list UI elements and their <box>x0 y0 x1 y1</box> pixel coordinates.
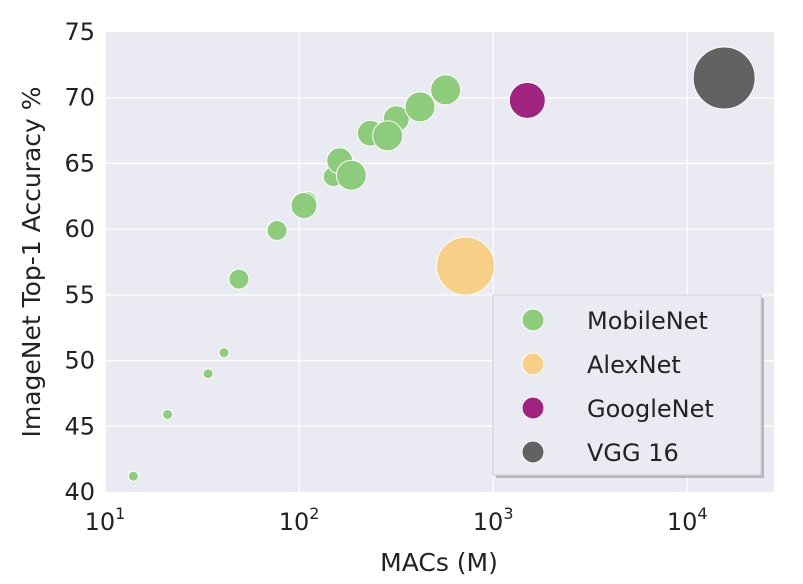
legend-marker-googlenet <box>521 396 545 420</box>
y-tick-label: 50 <box>64 347 95 375</box>
mobilenet-point <box>266 219 288 241</box>
x-axis-label: MACs (M) <box>380 548 498 577</box>
legend-marker-mobilenet <box>521 308 545 332</box>
legend-label-googlenet: GoogleNet <box>587 395 714 423</box>
googlenet-point <box>508 81 546 119</box>
mobilenet-point <box>290 191 318 219</box>
y-tick-label: 65 <box>64 149 95 177</box>
legend: MobileNet AlexNet GoogleNet VGG 16 <box>492 294 764 478</box>
alexnet-point <box>435 236 495 296</box>
x-tick-labels: 101 102 103 104 <box>85 504 708 536</box>
y-tick-label: 55 <box>64 281 95 309</box>
y-tick-labels: 40 45 50 55 60 65 70 75 <box>64 18 95 506</box>
vgg-16-point <box>692 46 756 110</box>
x-tick-label: 103 <box>473 504 514 536</box>
mobilenet-point <box>228 268 250 290</box>
y-tick-label: 45 <box>64 412 95 440</box>
y-axis-label: ImageNet Top-1 Accuracy % <box>17 86 46 437</box>
mobilenet-point <box>335 159 367 191</box>
mobilenet-point <box>372 120 404 152</box>
legend-label-vgg-16: VGG 16 <box>587 439 679 467</box>
legend-marker-vgg-16 <box>521 440 545 464</box>
x-tick-label: 101 <box>85 504 126 536</box>
x-tick-label: 104 <box>667 504 708 536</box>
data-points <box>127 46 756 482</box>
mobilenet-point <box>218 347 230 359</box>
y-tick-label: 75 <box>64 18 95 46</box>
mobilenet-point <box>430 74 462 106</box>
x-tick-label: 102 <box>279 504 320 536</box>
y-tick-label: 40 <box>64 478 95 506</box>
mobilenet-point <box>162 408 174 420</box>
y-tick-label: 70 <box>64 84 95 112</box>
mobilenet-point <box>404 91 436 123</box>
mobilenet-point <box>127 470 139 482</box>
legend-label-alexnet: AlexNet <box>587 351 681 379</box>
y-tick-label: 60 <box>64 215 95 243</box>
legend-label-mobilenet: MobileNet <box>587 307 708 335</box>
legend-marker-alexnet <box>521 352 545 376</box>
mobilenet-point <box>202 368 214 380</box>
